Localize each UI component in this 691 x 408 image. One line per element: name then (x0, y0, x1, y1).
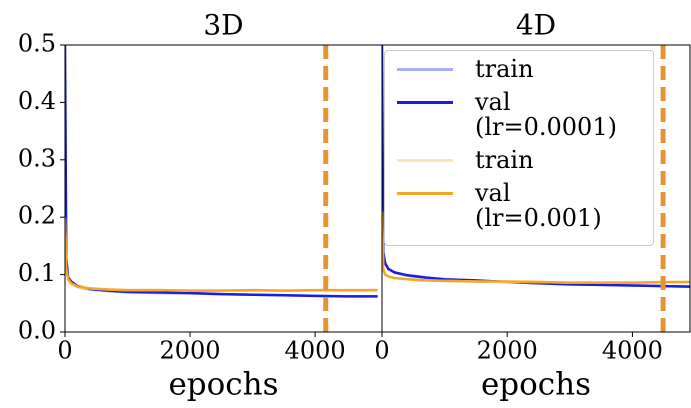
x-axis-label: epochs (481, 367, 591, 403)
series-line (65, 217, 378, 292)
legend-entry: val (lr=0.001) (397, 181, 643, 231)
y-tick-label: 0.4 (18, 87, 56, 115)
legend-label: val (lr=0.001) (475, 179, 602, 232)
x-tick-label: 4000 (602, 337, 663, 365)
legend: train val (lr=0.0001) train val (lr=0.001) (384, 50, 654, 246)
y-tick-label: 0.0 (18, 317, 56, 345)
plot-area (65, 45, 378, 332)
legend-swatch (397, 159, 453, 162)
legend-label: train (475, 146, 534, 174)
legend-entry: val (lr=0.0001) (397, 90, 643, 140)
series-line (65, 73, 378, 298)
chart-title: 3D (203, 9, 243, 42)
x-axis-label: epochs (168, 367, 278, 403)
series-line (65, 222, 378, 292)
x-tick-label: 0 (374, 337, 389, 365)
plot-area (382, 45, 690, 332)
legend-swatch (397, 101, 453, 104)
y-tick-label: 0.1 (18, 259, 56, 287)
y-tick-label: 0.2 (18, 202, 56, 230)
chart-title: 4D (516, 9, 556, 42)
legend-swatch (397, 68, 453, 71)
legend-swatch (397, 192, 453, 195)
axes-frame (381, 44, 691, 333)
series-line (382, 45, 690, 288)
x-tick-label: 2000 (160, 337, 221, 365)
legend-label: train (475, 55, 534, 83)
x-tick-label: 4000 (285, 337, 346, 365)
series-line (382, 211, 690, 284)
legend-entry: train (397, 57, 643, 82)
legend-entry: train (397, 148, 643, 173)
y-tick-label: 0.3 (18, 144, 56, 172)
series-line (65, 45, 378, 298)
legend-label: val (lr=0.0001) (475, 88, 617, 141)
y-tick-label: 0.5 (18, 30, 56, 58)
x-tick-label: 0 (57, 337, 72, 365)
x-tick-label: 2000 (477, 337, 538, 365)
